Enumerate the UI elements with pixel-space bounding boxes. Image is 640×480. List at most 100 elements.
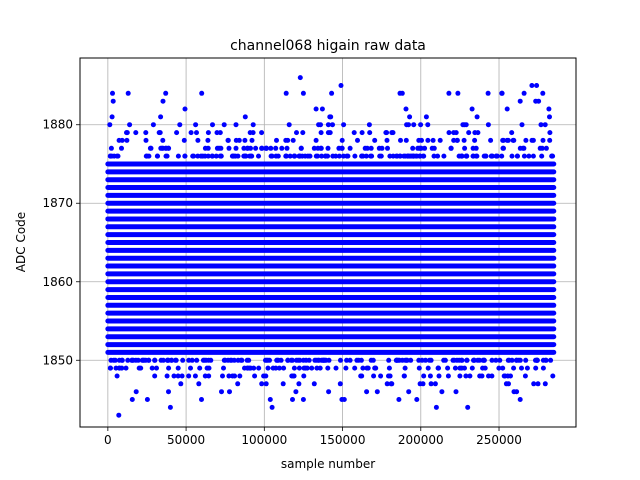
data-point — [341, 122, 347, 128]
data-point — [294, 130, 299, 136]
data-point — [411, 122, 417, 128]
data-point — [509, 153, 515, 159]
data-point — [165, 357, 171, 363]
data-point — [235, 153, 241, 159]
data-point — [160, 98, 166, 104]
data-point — [314, 365, 320, 371]
data-point — [530, 153, 536, 159]
data-point — [326, 389, 332, 395]
data-point — [110, 98, 116, 104]
data-point — [448, 145, 454, 151]
data-point — [318, 122, 323, 128]
data-point — [338, 357, 343, 363]
outlier-point — [297, 75, 303, 81]
data-point — [454, 357, 460, 363]
data-point — [367, 130, 373, 136]
data-point — [542, 381, 548, 387]
data-point — [192, 373, 198, 379]
data-point — [384, 137, 390, 143]
data-point — [241, 145, 247, 151]
data-point — [435, 365, 441, 371]
data-point — [119, 145, 124, 151]
data-point — [341, 153, 346, 159]
data-point — [529, 137, 535, 143]
data-point — [242, 114, 248, 120]
data-point — [116, 137, 122, 143]
data-point — [479, 373, 485, 379]
data-point — [112, 357, 118, 363]
outlier-point — [329, 90, 335, 96]
data-point — [141, 357, 147, 363]
data-point — [267, 357, 272, 363]
data-point — [522, 373, 528, 379]
data-point — [311, 145, 317, 151]
data-point — [205, 137, 211, 143]
data-point — [445, 365, 451, 371]
data-point — [336, 153, 342, 159]
data-point — [360, 365, 366, 371]
data-point — [278, 357, 284, 363]
data-point — [369, 153, 375, 159]
data-point — [437, 137, 443, 143]
data-point — [547, 130, 553, 136]
data-point — [343, 365, 349, 371]
data-point — [416, 145, 422, 151]
data-point — [129, 397, 135, 402]
data-point — [325, 365, 331, 371]
data-point — [500, 145, 506, 151]
data-point — [246, 357, 252, 363]
data-point — [506, 381, 511, 387]
data-point — [533, 357, 538, 363]
data-point — [228, 357, 233, 363]
data-point — [218, 145, 224, 151]
data-point — [297, 153, 303, 159]
data-point — [200, 153, 206, 159]
data-point — [263, 381, 269, 387]
data-point — [425, 122, 431, 128]
data-point — [233, 137, 239, 143]
data-point — [300, 130, 306, 136]
data-point — [365, 365, 371, 371]
data-point — [138, 365, 144, 371]
data-point — [252, 373, 258, 379]
data-point — [107, 153, 113, 159]
data-point — [523, 137, 529, 143]
data-point — [406, 122, 411, 128]
data-point — [276, 365, 282, 371]
data-point — [386, 365, 392, 371]
data-point — [210, 153, 215, 159]
data-point — [182, 106, 188, 112]
data-point — [407, 153, 412, 159]
data-point — [221, 365, 226, 371]
data-point — [410, 145, 416, 151]
data-point — [417, 381, 423, 387]
x-tick-label: 250000 — [476, 433, 522, 447]
data-point — [397, 90, 403, 96]
data-point — [410, 153, 416, 159]
data-point — [377, 153, 383, 159]
y-tick-label: 1870 — [42, 196, 73, 210]
data-point — [459, 153, 465, 159]
outlier-point — [534, 83, 540, 88]
data-point — [300, 397, 306, 402]
data-point — [337, 381, 343, 387]
data-point — [285, 357, 291, 363]
data-point — [197, 365, 203, 371]
outlier-point — [167, 404, 173, 410]
data-point — [505, 357, 511, 363]
outlier-point — [529, 83, 535, 88]
data-point — [179, 373, 185, 379]
data-point — [546, 106, 552, 112]
data-point — [451, 130, 457, 136]
data-point — [166, 389, 171, 395]
data-point — [147, 145, 153, 151]
data-point — [466, 130, 472, 136]
data-point — [483, 153, 489, 159]
data-point — [233, 122, 239, 128]
data-point — [423, 114, 429, 120]
data-point — [242, 153, 248, 159]
data-point — [428, 357, 434, 363]
data-point — [445, 373, 451, 379]
data-point — [135, 357, 141, 363]
data-point — [301, 365, 307, 371]
